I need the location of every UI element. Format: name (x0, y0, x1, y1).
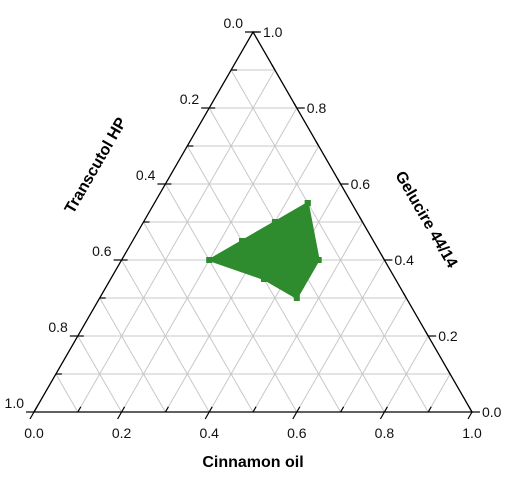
bottom-major-tick (379, 411, 385, 420)
bottom-tick-label: 0.8 (375, 425, 395, 441)
grid-line-transcutol (230, 69, 429, 413)
right-tick-label: 0.2 (438, 328, 458, 344)
grid-line-cinnamon (164, 145, 320, 413)
right-axis-tick (380, 254, 385, 261)
right-tick-label: 0.6 (351, 176, 371, 192)
bottom-axis-tick (296, 406, 301, 413)
grid-line-transcutol (77, 335, 123, 413)
right-axis-tick (271, 64, 276, 71)
grid-line-cinnamon (252, 221, 363, 413)
bottom-axis-tick (252, 406, 257, 413)
region-point (260, 276, 267, 282)
right-tick-label: 0.0 (482, 404, 502, 420)
right-axis-tick (358, 216, 364, 223)
bottom-tick-label: 1.0 (462, 425, 482, 441)
region-point (206, 257, 213, 263)
right-axis-tick (402, 292, 407, 299)
grid-lines (55, 69, 451, 413)
bottom-axis-tick (33, 406, 38, 413)
tick-labels: 0.0 0.0 0.0 0.2 0.2 0.2 0.4 0.4 0.4 0.6 0.6 0.6 0.8 0… (5, 15, 502, 441)
right-axis-tick (293, 102, 298, 109)
grid-line-cinnamon (77, 69, 276, 413)
bottom-axis-tick (164, 406, 169, 413)
grid-line-cinnamon (427, 373, 451, 413)
bottom-axis-title: Cinnamon oil (202, 454, 303, 471)
triangle-frame (26, 30, 480, 420)
region-layer (206, 200, 322, 301)
left-axis-title: Transcutol HP (62, 115, 131, 217)
region-point (304, 200, 311, 206)
grid-line-transcutol (143, 221, 254, 413)
right-tick-label: 1.0 (263, 24, 283, 40)
right-tick-label: 0.8 (307, 100, 327, 116)
region-point (239, 238, 246, 244)
bottom-major-tick (467, 411, 473, 420)
left-tick-label: 0.6 (92, 243, 112, 259)
left-tick-label: 0.4 (136, 167, 156, 183)
left-tick-label: 0.0 (224, 15, 244, 31)
right-axis-tick (315, 140, 320, 147)
right-axis-tick (337, 178, 342, 185)
grid-line-transcutol (164, 183, 298, 413)
grid-line-transcutol (55, 373, 79, 413)
bottom-major-tick (117, 411, 123, 420)
grid-line-transcutol (121, 259, 210, 413)
bottom-axis-tick (121, 406, 126, 413)
bottom-axis-tick (427, 406, 432, 413)
left-tick-label: 1.0 (5, 395, 25, 411)
bottom-axis-tick (383, 406, 388, 413)
grid-line-cinnamon (340, 297, 407, 413)
right-axis-tick (424, 330, 429, 337)
region-point (293, 295, 300, 301)
bottom-major-tick (204, 411, 210, 420)
region-polygon (208, 202, 320, 299)
bottom-axis-tick (208, 406, 213, 413)
right-axis-tick (446, 368, 451, 375)
bottom-tick-label: 0.4 (199, 425, 219, 441)
region-point (315, 257, 322, 263)
bottom-major-tick (29, 411, 35, 420)
bottom-major-tick (292, 411, 298, 420)
region-point (271, 219, 278, 225)
grid-line-transcutol (99, 297, 166, 413)
bottom-tick-label: 0.6 (287, 425, 307, 441)
left-tick-label: 0.2 (180, 91, 200, 107)
bottom-axis-tick (340, 406, 345, 413)
right-tick-label: 0.4 (394, 252, 414, 268)
bottom-tick-label: 0.0 (24, 425, 44, 441)
right-axis-tick (468, 406, 473, 413)
left-tick-label: 0.8 (48, 319, 68, 335)
bottom-axis-tick (77, 406, 82, 413)
bottom-tick-label: 0.2 (112, 425, 132, 441)
